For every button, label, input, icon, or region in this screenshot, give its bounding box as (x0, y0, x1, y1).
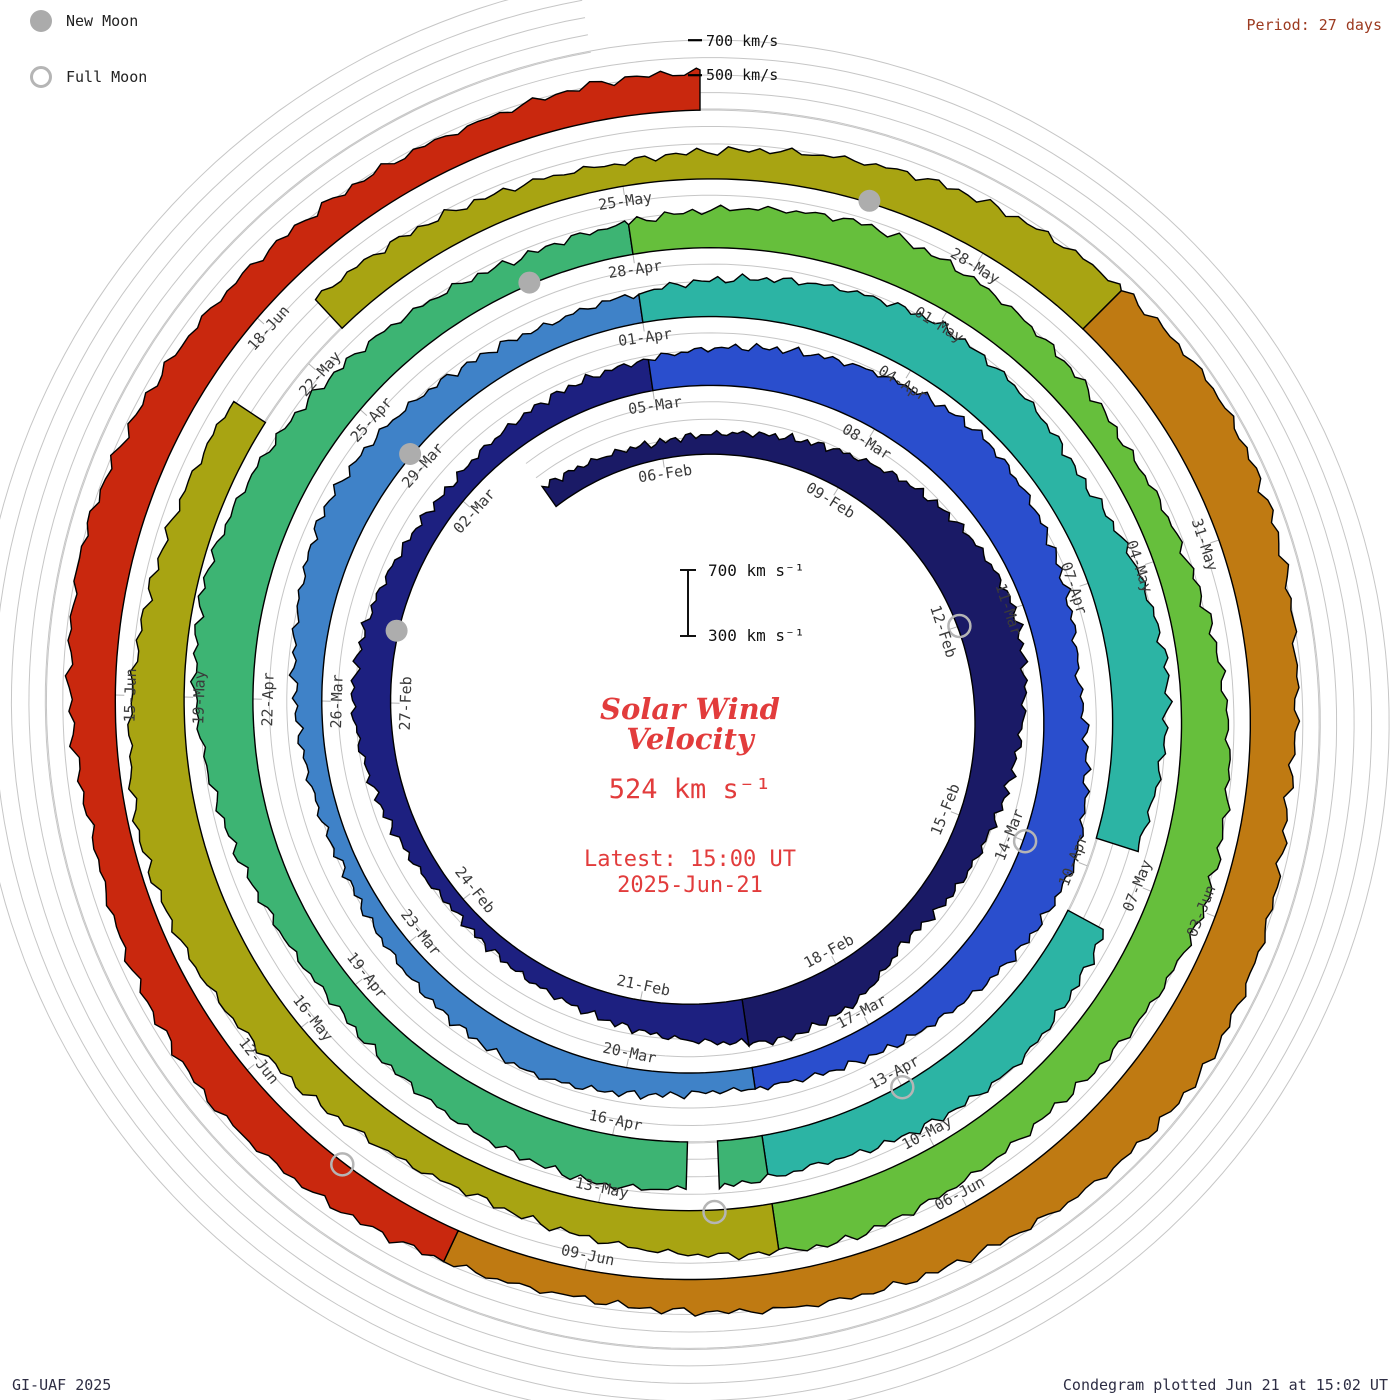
date-tick (962, 1198, 968, 1207)
plotted-timestamp-label: Condegram plotted Jun 21 at 15:02 UT (1062, 1376, 1388, 1394)
new-moon-icon (30, 10, 52, 32)
date-tick (462, 893, 471, 900)
date-tick (948, 626, 958, 630)
gridline-spiral-500 (10, 17, 1355, 1384)
date-tick (831, 956, 837, 965)
new-moon-label: New Moon (66, 12, 139, 30)
new-moon-marker (385, 619, 408, 642)
full-moon-marker (702, 1199, 727, 1225)
date-tick (1144, 561, 1154, 565)
date-tick (905, 370, 912, 379)
date-label: 28-Apr (607, 256, 663, 282)
date-tick (622, 186, 625, 196)
full-moon-label: Full Moon (66, 68, 148, 86)
scale-bottom-label: 300 km s⁻¹ (708, 626, 805, 645)
date-tick (950, 811, 960, 816)
latest-time-label: Latest: 15:00 UT (584, 847, 796, 872)
velocity-scale-bar: 700 km s⁻¹ 300 km s⁻¹ (676, 561, 856, 646)
date-tick (1142, 887, 1152, 892)
latest-date-label: 2025-Jun-21 (617, 873, 763, 898)
date-label: 20-Mar (601, 1039, 658, 1068)
legend-new-moon: New Moon (30, 10, 138, 32)
date-label: 09-Jun (559, 1241, 616, 1270)
date-tick (632, 254, 635, 264)
date-tick (1014, 836, 1024, 841)
date-tick (642, 322, 645, 332)
date-tick (929, 1137, 935, 1147)
date-tick (598, 1193, 601, 1203)
date-label: 15-Jun (121, 668, 141, 723)
date-tick (662, 458, 665, 468)
date-tick (977, 252, 984, 262)
scale-top-label: 700 km s⁻¹ (708, 561, 805, 580)
current-velocity-value: 524 km s⁻¹ (608, 774, 772, 805)
date-label: 25-May (597, 188, 653, 214)
date-tick (462, 500, 471, 508)
date-tick (863, 1016, 870, 1026)
date-tick (652, 390, 655, 400)
full-moon-marker (330, 1152, 355, 1177)
date-tick (308, 363, 316, 371)
center-annotation: Solar Wind Velocity 524 km s⁻¹ Latest: 1… (440, 694, 940, 899)
velocity-band-segment (64, 67, 701, 1263)
chart-title-line1: Solar Wind (600, 692, 780, 726)
full-moon-marker (947, 613, 972, 639)
date-tick (1206, 912, 1216, 918)
velocity-band-segment (127, 400, 780, 1261)
new-moon-marker (399, 443, 422, 465)
date-tick (300, 1021, 309, 1028)
date-tick (1078, 862, 1088, 867)
date-tick (246, 1064, 255, 1071)
scale-bar-bottom-cap (680, 635, 696, 637)
velocity-band-segment (716, 1134, 769, 1191)
end-scale-500-label: 500 km/s (706, 66, 779, 84)
date-label: 06-Feb (637, 461, 693, 487)
date-tick (359, 409, 368, 416)
date-tick (1210, 539, 1220, 544)
date-tick (869, 428, 876, 437)
end-scale-700-label: 700 km/s (706, 32, 779, 50)
new-moon-marker (858, 189, 881, 212)
date-tick (408, 936, 417, 943)
date-label: 22-Apr (258, 672, 278, 727)
full-moon-marker (1012, 828, 1038, 854)
date-tick (896, 1077, 902, 1086)
date-tick (833, 487, 839, 496)
date-tick (354, 978, 363, 986)
date-tick (584, 1260, 588, 1271)
date-label: 21-Feb (615, 971, 672, 1000)
date-tick (256, 317, 265, 325)
scale-bar-line (687, 569, 689, 637)
chart-title-line2: Velocity (626, 722, 754, 756)
velocity-band-segment (638, 273, 1174, 853)
date-tick (612, 1126, 615, 1136)
legend-full-moon: Full Moon (30, 66, 147, 88)
credit-label: GI-UAF 2025 (12, 1376, 112, 1394)
full-moon-marker (890, 1074, 915, 1100)
date-tick (626, 1058, 629, 1068)
date-tick (1079, 582, 1089, 587)
date-label: 01-Apr (617, 324, 673, 350)
date-tick (640, 991, 643, 1001)
date-label: 27-Feb (396, 676, 416, 731)
date-label: 05-Mar (627, 393, 683, 419)
period-label: Period: 27 days (1246, 16, 1382, 34)
date-tick (941, 311, 948, 320)
date-label: 19-May (189, 670, 209, 725)
full-moon-icon (30, 66, 52, 88)
date-label: 16-Apr (587, 1106, 644, 1135)
new-moon-marker (518, 271, 541, 294)
date-label: 26-Mar (327, 674, 347, 729)
